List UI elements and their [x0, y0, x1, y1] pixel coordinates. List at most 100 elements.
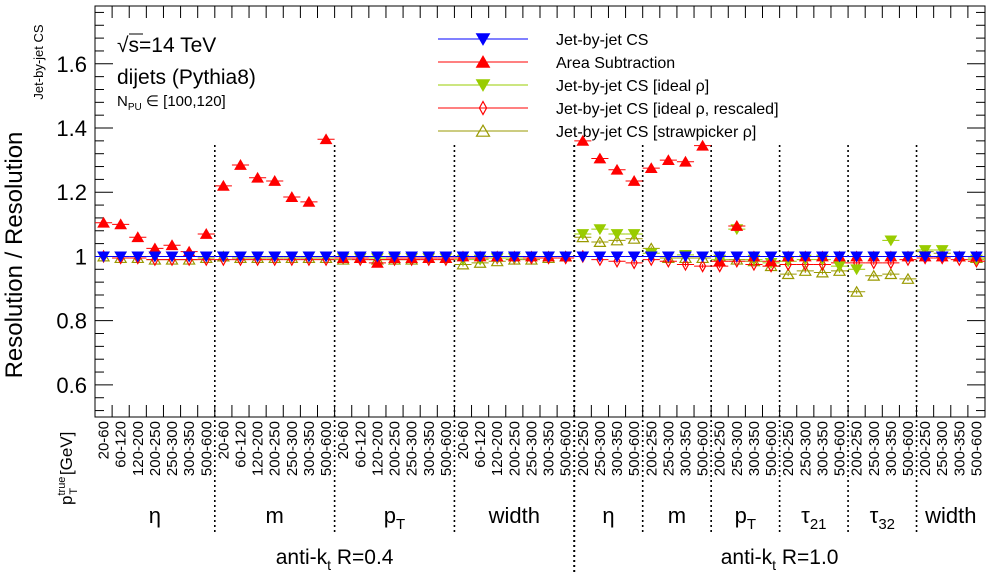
data-point — [353, 251, 367, 263]
data-point — [285, 251, 299, 264]
data-point — [833, 251, 846, 263]
x-bin-label: 200-250 — [506, 421, 523, 476]
group-label: η — [602, 503, 614, 528]
data-point — [593, 235, 607, 248]
annotations: √s=14 TeV dijets (Pythia8) NPU ∈ [100,120] — [117, 33, 256, 113]
group-label: τ21 — [801, 503, 826, 533]
data-point — [525, 251, 538, 263]
x-bin-label: 250-300 — [284, 421, 301, 476]
data-point — [371, 256, 384, 268]
data-point — [952, 251, 966, 263]
data-point — [884, 267, 898, 280]
data-point — [148, 251, 162, 263]
x-bin-label: 200-250 — [780, 421, 797, 476]
data-point — [199, 251, 213, 263]
data-point — [251, 251, 264, 263]
y-axis-label: Resolution / Resolution — [1, 132, 28, 379]
annotation-npu: NPU ∈ [100,120] — [117, 93, 226, 113]
group-label: width — [488, 503, 540, 528]
legend-entry: Area Subtraction — [556, 55, 675, 72]
data-point — [644, 162, 658, 174]
data-point — [627, 229, 641, 240]
data-point — [679, 251, 692, 263]
data-point — [542, 251, 555, 263]
x-bin-label: 250-300 — [797, 421, 814, 476]
data-point — [302, 251, 316, 263]
data-point — [131, 251, 145, 263]
legend-entry: Jet-by-jet CS [ideal ρ, rescaled] — [556, 101, 779, 118]
data-point — [627, 232, 641, 244]
data-point — [233, 251, 248, 264]
data-point — [234, 251, 247, 263]
x-bin-label: 20-60 — [455, 421, 472, 459]
x-bin-label: 250-300 — [404, 421, 421, 476]
x-bin-label: 500-600 — [198, 421, 215, 476]
annotation-sqrt-s: √s=14 TeV — [117, 34, 216, 57]
x-bin-label: 500-600 — [695, 421, 712, 476]
series-2 — [95, 224, 985, 276]
y-tick-label: 1.2 — [56, 180, 87, 205]
data-point — [730, 251, 744, 263]
data-point — [664, 254, 673, 269]
data-point — [696, 251, 709, 263]
x-bin-label: 250-300 — [866, 421, 883, 476]
data-point — [593, 224, 607, 236]
x-bin-label: 250-300 — [164, 421, 181, 476]
data-point — [698, 259, 707, 273]
group-label: m — [668, 503, 686, 528]
x-bin-label: 300-350 — [421, 421, 438, 476]
data-point — [613, 254, 621, 269]
data-point — [268, 251, 282, 263]
data-point — [867, 269, 881, 281]
data-point — [388, 251, 401, 263]
legend-marker — [475, 33, 491, 46]
data-point — [801, 257, 809, 272]
data-point — [935, 245, 949, 256]
x-bin-label: 120-200 — [250, 421, 267, 476]
x-bin-label: 200-250 — [575, 421, 592, 476]
legend: Jet-by-jet CS Area Subtraction Jet-by-jet … — [438, 32, 779, 141]
data-point — [576, 231, 590, 243]
data-point — [935, 251, 949, 263]
x-axis-label: ptrueT [GeV] — [56, 432, 80, 505]
data-point — [285, 251, 299, 263]
x-bin-label: 250-300 — [523, 421, 540, 476]
data-point — [439, 251, 453, 263]
x-bin-label: 250-300 — [660, 421, 677, 476]
data-point — [456, 258, 470, 270]
y-tick-label: 1.6 — [56, 52, 87, 77]
data-point — [730, 253, 744, 265]
data-point — [285, 191, 299, 202]
data-point — [970, 251, 983, 263]
data-point — [319, 251, 333, 264]
data-point — [815, 266, 829, 278]
group-label: m — [266, 503, 284, 528]
annotation-process: dijets (Pythia8) — [117, 66, 256, 89]
y-tick-label: 0.6 — [56, 373, 87, 398]
x-bin-label: 200-250 — [267, 421, 284, 476]
x-bin-label: 500-600 — [968, 421, 985, 476]
x-bin-label: 500-600 — [438, 421, 455, 476]
x-bin-label: 20-60 — [335, 421, 352, 459]
data-point — [798, 251, 812, 263]
data-point — [131, 231, 145, 243]
data-point — [850, 285, 864, 297]
data-point — [901, 251, 915, 263]
x-bin-label: 500-600 — [763, 421, 780, 476]
series-4 — [95, 231, 985, 297]
group-label: pT — [384, 503, 405, 533]
x-bin-label: 200-250 — [147, 421, 164, 476]
data-point — [336, 251, 350, 263]
data-point — [696, 251, 710, 264]
legend-marker — [475, 123, 491, 137]
data-point — [576, 134, 590, 146]
data-point — [216, 179, 230, 191]
data-point — [234, 159, 247, 170]
data-point — [593, 251, 607, 263]
data-point — [216, 251, 230, 263]
data-point — [371, 251, 384, 263]
x-bin-label: 200-250 — [712, 421, 729, 476]
group-label: η — [149, 503, 161, 528]
x-bin-label: 500-600 — [832, 421, 849, 476]
